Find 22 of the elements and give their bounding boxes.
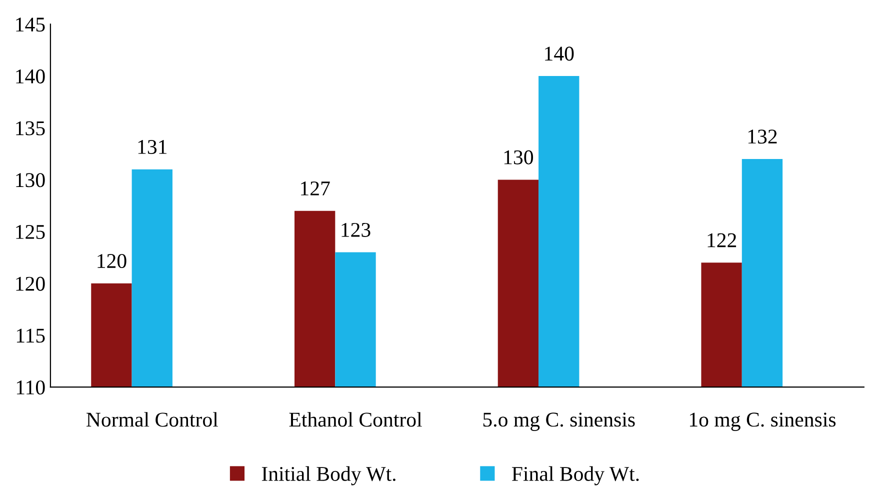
y-tick-label: 145 [16, 18, 45, 32]
x-tick-label: 5.o mg C. sinensis [483, 412, 635, 431]
y-tick-label: 125 [16, 224, 45, 239]
y-tick-label: 120 [16, 276, 45, 291]
data-label: 127 [301, 181, 330, 196]
x-tick-label: 1o mg C. sinensis [690, 412, 836, 431]
data-label: 120 [98, 254, 126, 268]
data-label: 131 [138, 140, 167, 154]
x-tick-label: Normal Control [86, 412, 218, 427]
y-tick-label: 135 [16, 121, 45, 136]
y-tick-label: 130 [16, 173, 45, 188]
y-tick-label: 140 [16, 69, 45, 84]
data-label: 122 [708, 233, 736, 248]
data-label: 140 [545, 46, 574, 61]
data-label: 130 [504, 150, 534, 164]
data-label: 132 [748, 130, 777, 144]
x-tick-label: Ethanol Control [289, 412, 422, 427]
legend-label: Final Body Wt. [512, 466, 639, 486]
y-tick-label: 110 [16, 380, 45, 395]
data-label: 123 [342, 222, 370, 237]
y-tick-label: 115 [16, 328, 45, 343]
legend-label: Initial Body Wt. [262, 466, 396, 486]
